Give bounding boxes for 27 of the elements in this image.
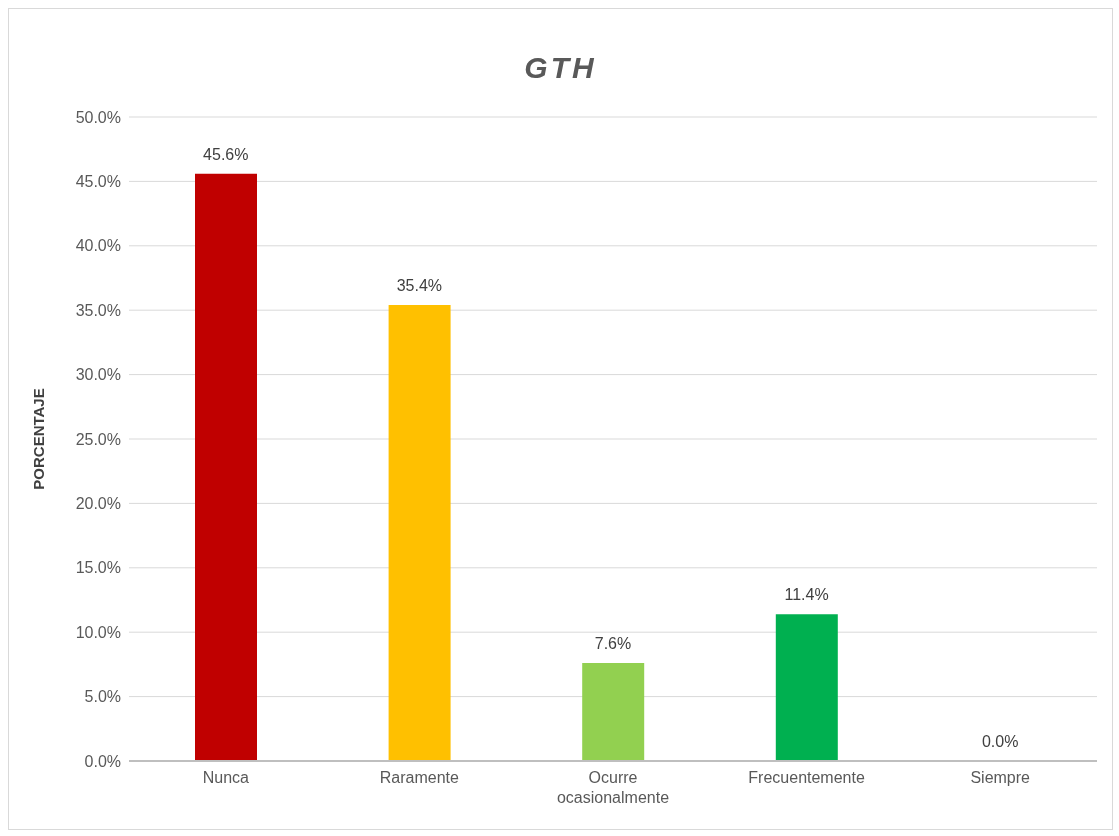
y-tick-label: 45.0%	[75, 173, 121, 191]
y-tick-label: 0.0%	[84, 752, 121, 770]
y-tick-label: 50.0%	[75, 108, 121, 126]
x-tick-label: Frecuentemente	[748, 769, 865, 786]
y-axis-title: PORCENTAJE	[30, 388, 48, 490]
y-tick-label: 5.0%	[84, 688, 121, 706]
bar	[195, 173, 257, 761]
x-tick-label: Nunca	[202, 769, 250, 786]
x-tick-label: Ocurre ocasionalmente	[556, 769, 670, 806]
data-label: 11.4%	[784, 586, 829, 604]
data-label: 7.6%	[594, 635, 632, 653]
data-label: 0.0%	[981, 733, 1019, 750]
y-tick-label: 40.0%	[75, 237, 121, 255]
x-tick-label: Raramente	[379, 769, 460, 786]
chart-title: GTH	[523, 51, 598, 86]
y-tick-label: 25.0%	[75, 430, 121, 448]
bar	[775, 614, 838, 761]
y-tick-label: 15.0%	[75, 559, 121, 577]
y-tick-label: 35.0%	[75, 301, 121, 319]
bar	[582, 663, 645, 761]
y-tick-label: 20.0%	[75, 495, 121, 513]
x-tick-label: Siempre	[970, 769, 1031, 786]
y-tick-label: 30.0%	[75, 366, 121, 384]
data-label: 45.6%	[203, 145, 249, 163]
data-label: 35.4%	[396, 277, 443, 295]
y-tick-label: 10.0%	[75, 623, 121, 641]
bar	[388, 305, 451, 761]
